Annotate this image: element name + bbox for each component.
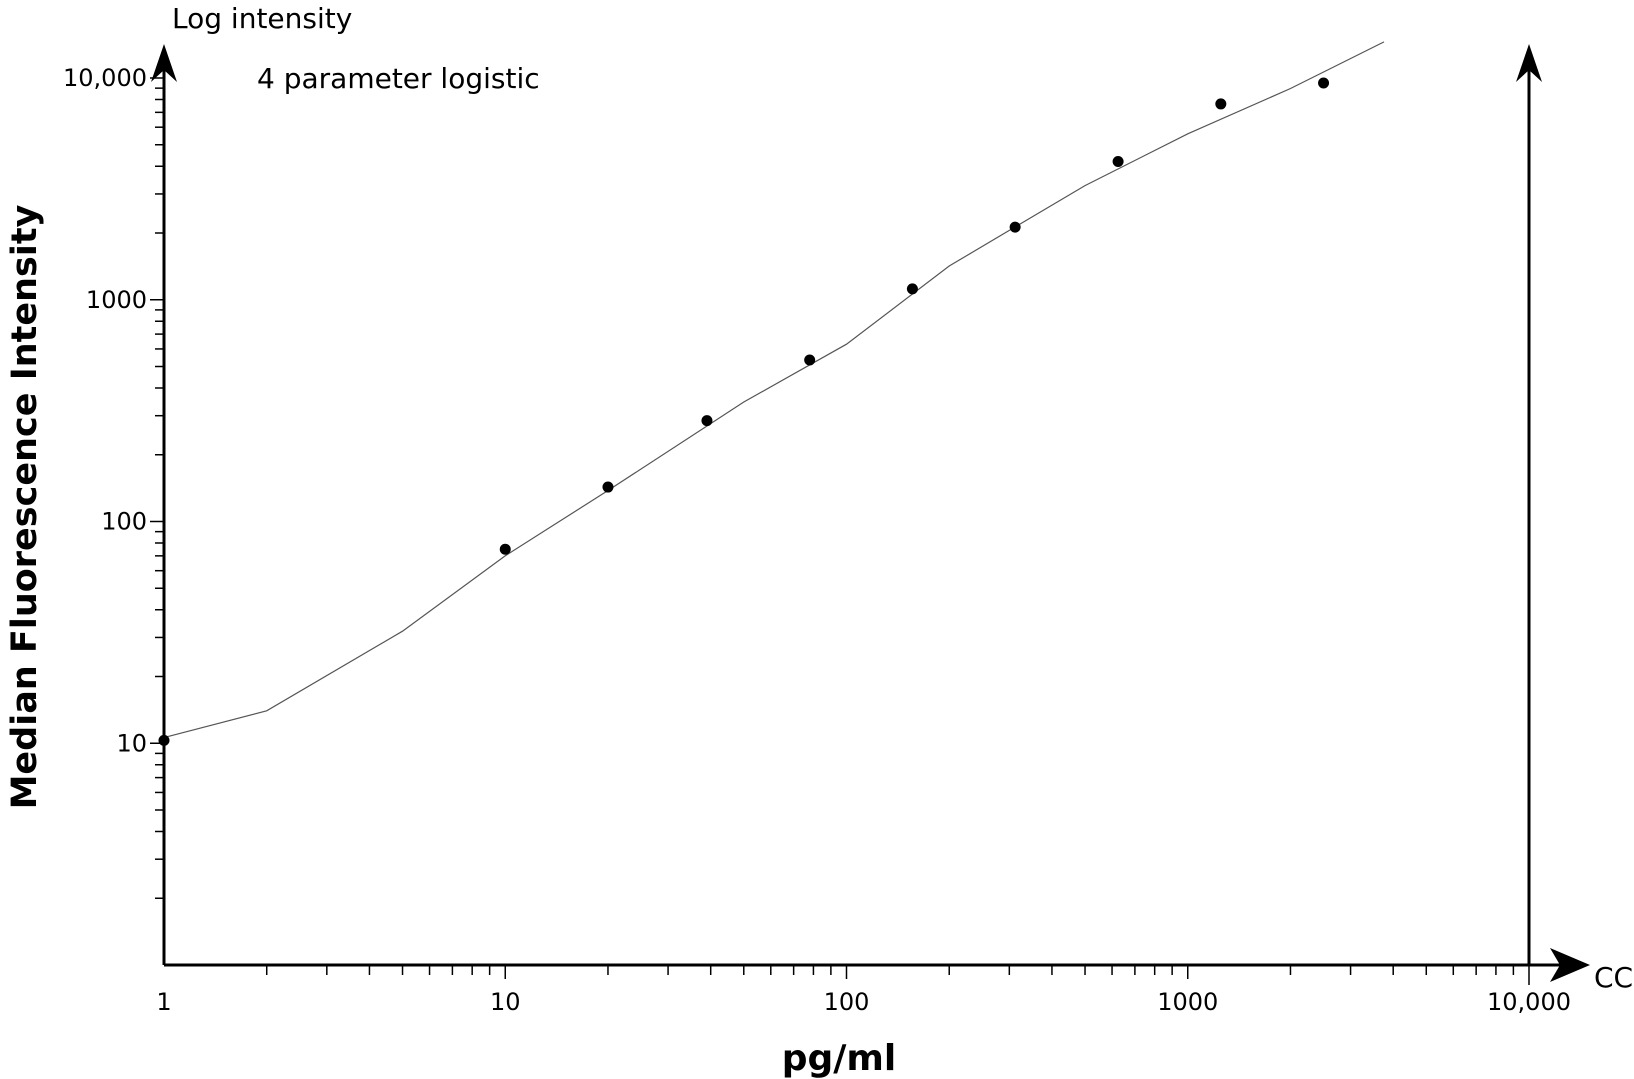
fit-curve [163, 41, 1385, 739]
data-points [158, 77, 1330, 746]
data-point [499, 543, 511, 555]
x-axis-end-label: CC [1594, 961, 1633, 994]
data-point [1112, 156, 1124, 168]
y-tick-label: 10 [116, 729, 147, 757]
chart-title: 4 parameter logistic [257, 62, 540, 95]
x-tick-label: 100 [824, 988, 870, 1016]
right-axis-arrow [1516, 44, 1542, 82]
ticks [150, 77, 1530, 985]
tick-labels: 1 10 100 1000 10,000 10 100 1000 10,000 [63, 64, 1571, 1016]
x-tick-label: 10 [490, 988, 521, 1016]
y-tick-label: 1000 [86, 286, 147, 314]
data-point [158, 734, 170, 746]
y-axis-arrow [151, 44, 177, 82]
y-axis-label: Median Fluorescence Intensity [5, 204, 45, 809]
x-axis-arrow [1550, 948, 1590, 982]
data-point [1215, 98, 1227, 110]
y-tick-label: 10,000 [63, 64, 147, 92]
x-axis-label: pg/ml [782, 1038, 897, 1079]
data-point [1318, 77, 1330, 89]
axes [151, 44, 1590, 982]
data-point [602, 481, 614, 493]
data-point [906, 283, 918, 295]
data-point [701, 415, 713, 427]
x-tick-label: 10,000 [1487, 988, 1571, 1016]
data-point [804, 354, 816, 366]
y-tick-label: 100 [101, 508, 147, 536]
data-point [1009, 221, 1021, 233]
x-tick-label: 1000 [1157, 988, 1218, 1016]
x-tick-label: 1 [156, 988, 171, 1016]
y-axis-caption: Log intensity [172, 2, 352, 35]
